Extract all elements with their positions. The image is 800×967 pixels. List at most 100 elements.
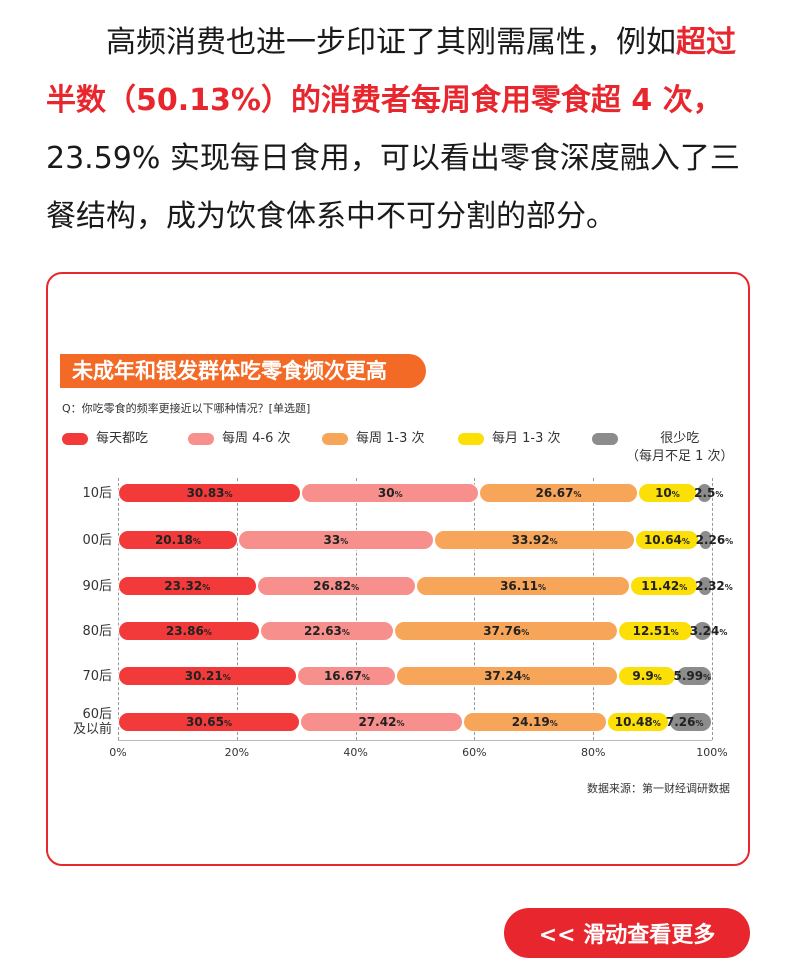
category-label: 70后 <box>82 668 112 684</box>
data-label: 33 <box>323 533 341 547</box>
bar-segment: 10.48% <box>606 712 669 732</box>
legend-swatch <box>188 433 214 445</box>
category-label: 00后 <box>82 532 112 548</box>
x-tick-label: 40% <box>343 746 368 759</box>
bar-segment: 11.42% <box>630 576 699 596</box>
bar-segment: 22.63% <box>259 621 395 641</box>
data-label: 24.19 <box>511 715 550 729</box>
gridline <box>236 478 238 740</box>
bar-segment: 2.26% <box>696 530 733 550</box>
bar-segment: 20.18% <box>118 530 238 550</box>
data-label: 23.32 <box>164 579 203 593</box>
intro-paragraph: 高频消费也进一步印证了其刚需属性，例如超过半数（50.13%）的消费者每周食用零… <box>46 14 758 246</box>
data-label: 12.51 <box>632 624 671 638</box>
bar-segment: 5.99% <box>673 666 713 686</box>
legend-label: 很少吃 （每月不足 1 次） <box>626 431 734 464</box>
bar-segment: 9.9% <box>617 666 677 686</box>
legend-label: 每天都吃 <box>96 431 149 446</box>
data-label: 10.48 <box>614 715 653 729</box>
bar-segment: 30.21% <box>118 666 298 686</box>
data-label: 36.11 <box>500 579 539 593</box>
legend-label: 每周 4-6 次 <box>222 431 291 446</box>
legend-item-2: 每周 4-6 次 <box>188 430 291 448</box>
gridline <box>118 478 119 740</box>
data-label: 30.83 <box>186 486 225 500</box>
legend-item-1: 每天都吃 <box>62 430 148 448</box>
bar-segment: 33.92% <box>433 530 636 550</box>
bar-segment: 10.64% <box>635 530 699 550</box>
legend-label: 每月 1-3 次 <box>492 431 561 446</box>
chart-legend: 每天都吃 每周 4-6 次 每周 1-3 次 每月 1-3 次 很少吃 （每月不足 1 … <box>62 430 742 466</box>
bar-segment: 37.76% <box>394 621 619 641</box>
data-label: 10.64 <box>643 533 682 547</box>
x-tick-label: 20% <box>224 746 250 759</box>
legend-swatch <box>458 433 484 445</box>
bar-segment: 24.19% <box>462 712 607 732</box>
survey-question: Q：你吃零食的频率更接近以下哪种情况？[单选题] <box>62 402 311 415</box>
data-label: 10 <box>655 486 672 500</box>
category-label: 90后 <box>82 578 112 594</box>
category-label: 10后 <box>82 485 112 501</box>
data-label: 30.21 <box>184 669 223 683</box>
bar-segment: 26.82% <box>256 576 416 596</box>
bar-segment: 12.51% <box>618 621 693 641</box>
bar-segment: 36.11% <box>415 576 631 596</box>
chart-banner-title: 未成年和银发群体吃零食频次更高 <box>60 354 426 388</box>
bar-segment: 30.65% <box>118 712 301 732</box>
bar-segment: 30% <box>301 483 480 503</box>
x-tick-label: 80% <box>580 746 606 759</box>
bar-segment: 27.42% <box>300 712 463 732</box>
bar-segment: 3.24% <box>690 621 727 641</box>
bar-segment: 7.26% <box>665 712 712 732</box>
intro-text-2: 23.59% 实现每日食用，可以看出零食深度融入了三餐结构，成为饮食体系中不可分… <box>46 141 740 234</box>
bar-segment: 16.67% <box>297 666 397 686</box>
legend-swatch <box>62 433 88 445</box>
data-label: 37.76 <box>483 624 522 638</box>
legend-swatch <box>592 433 618 445</box>
data-label: 33.92 <box>511 533 550 547</box>
bar-segment: 26.67% <box>479 483 638 503</box>
data-label: 37.24 <box>484 669 523 683</box>
data-label: 9.9 <box>632 669 654 683</box>
data-label: 16.67 <box>323 669 362 683</box>
data-label: 5.99 <box>673 669 704 683</box>
category-label: 60后 及以前 <box>72 707 112 737</box>
data-label: 27.42 <box>358 715 397 729</box>
data-label: 7.26 <box>665 715 696 729</box>
data-label: 26.67 <box>535 486 574 500</box>
legend-swatch <box>322 433 348 445</box>
gridline <box>474 478 476 740</box>
bar-segment: 10% <box>637 483 698 503</box>
bar-segment: 30.83% <box>118 483 302 503</box>
data-label: 23.86 <box>165 624 204 638</box>
bar-segment: 37.24% <box>396 666 618 686</box>
legend-label: 每周 1-3 次 <box>356 431 425 446</box>
bar-segment: 23.86% <box>118 621 260 641</box>
data-label: 11.42 <box>641 579 680 593</box>
data-source: 数据来源：第一财经调研数据 <box>587 782 730 795</box>
gridline <box>712 478 713 740</box>
intro-text-1: 高频消费也进一步印证了其刚需属性，例如 <box>106 25 676 60</box>
legend-item-4: 每月 1-3 次 <box>458 430 561 448</box>
data-label: 22.63 <box>303 624 342 638</box>
bar-segment: 2.5% <box>694 483 723 503</box>
legend-item-5: 很少吃 （每月不足 1 次） <box>592 430 734 466</box>
data-label: 2.26 <box>695 533 726 547</box>
scroll-more-button[interactable]: << 滑动查看更多 <box>504 908 750 958</box>
data-label: 26.82 <box>313 579 352 593</box>
data-label: 30 <box>377 486 395 500</box>
x-tick-label: 0% <box>109 746 127 759</box>
gridline <box>593 478 595 740</box>
legend-item-3: 每周 1-3 次 <box>322 430 425 448</box>
data-label: 3.24 <box>689 624 720 638</box>
intro-highlight: 超过半数（50.13%）的消费者每周食用零食超 4 次， <box>46 25 736 118</box>
data-label: 2.5 <box>694 486 716 500</box>
data-label: 20.18 <box>154 533 193 547</box>
bar-segment: 23.32% <box>118 576 257 596</box>
data-label: 2.32 <box>695 579 725 593</box>
category-label: 80后 <box>82 623 112 639</box>
x-tick-label: 100% <box>696 746 728 759</box>
x-tick-label: 60% <box>462 746 487 759</box>
gridline <box>355 478 357 740</box>
bar-segment: 2.32% <box>695 576 733 596</box>
